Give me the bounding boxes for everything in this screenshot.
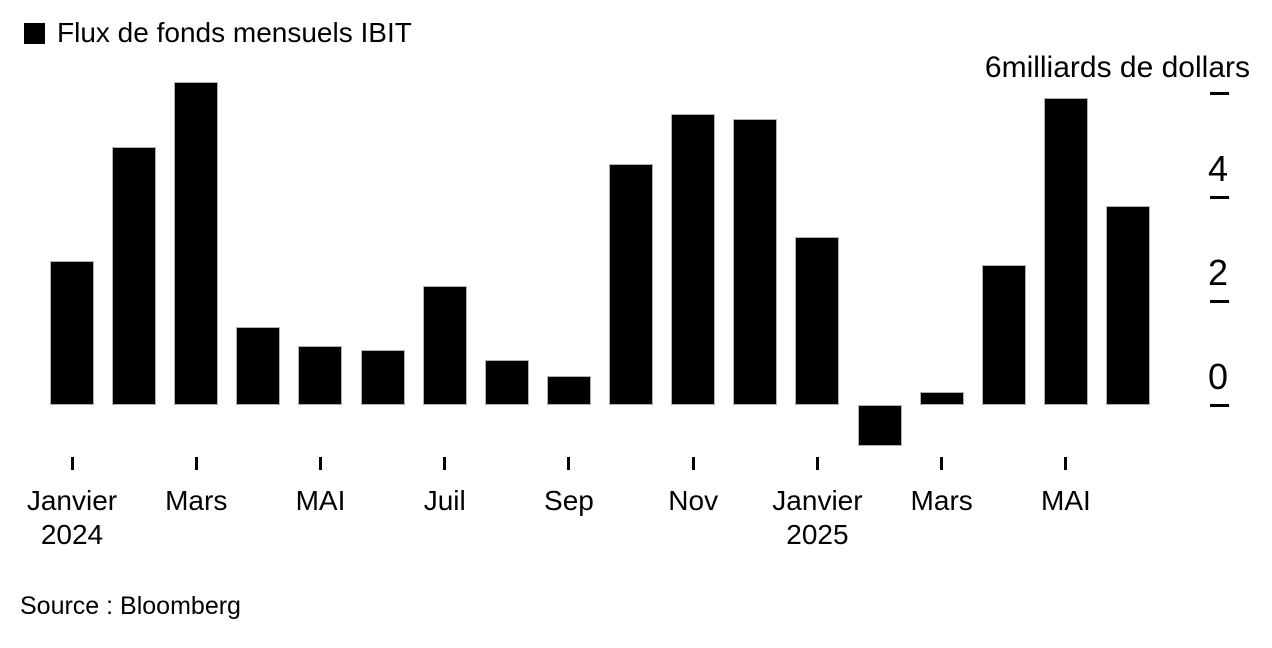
y-tick-label-4: 4 xyxy=(1207,148,1228,189)
source-note: Source : Bloomberg xyxy=(20,592,241,620)
x-tick-dash-mai xyxy=(318,457,322,470)
x-tick-label-mars: Mars xyxy=(910,485,973,516)
bar-avril-2025 xyxy=(981,265,1026,405)
x-tick-label-janvier-2025: Janvier 2025 xyxy=(772,485,863,550)
x-tick-dash-sep xyxy=(567,457,571,470)
x-tick-label-janvier-2024: Janvier 2024 xyxy=(26,485,118,550)
y-tick-dash-2 xyxy=(1210,300,1229,303)
bar-juin-2025 xyxy=(1106,205,1151,405)
y-axis-unit-label: 6milliards de dollars xyxy=(984,51,1250,84)
bar-février-2024 xyxy=(112,147,157,405)
chart-legend: Flux de fonds mensuels IBIT xyxy=(24,19,412,47)
bar-octobre-2024 xyxy=(609,164,654,405)
x-tick-label-mai: MAI xyxy=(295,485,346,516)
y-tick-label-0: 0 xyxy=(1207,356,1228,397)
bar-janvier-2025 xyxy=(795,237,840,405)
bar-août-2024 xyxy=(484,359,529,405)
x-tick-label-mars: Mars xyxy=(165,485,228,516)
bar-janvier-2024 xyxy=(50,260,94,405)
bar-avril-2024 xyxy=(236,327,281,405)
bar-mai-2025 xyxy=(1043,98,1088,405)
bar-mai-2024 xyxy=(298,346,343,405)
bar-mars-2024 xyxy=(174,82,219,405)
x-tick-label-sep: Sep xyxy=(544,485,594,516)
x-tick-label-juil: Juil xyxy=(423,485,466,516)
bar-juin-2024 xyxy=(360,350,405,405)
x-tick-dash-mai xyxy=(1064,457,1068,470)
x-tick-dash-juil xyxy=(443,457,447,470)
bar-février-2025 xyxy=(857,405,902,447)
x-tick-dash-janvier-2025 xyxy=(815,457,819,470)
bar-décembre-2024 xyxy=(733,119,778,405)
y-tick-dash-6 xyxy=(1210,92,1229,95)
y-tick-dash-4 xyxy=(1210,196,1229,199)
bar-mars-2025 xyxy=(919,392,964,405)
y-tick-dash-0 xyxy=(1210,404,1229,407)
x-tick-dash-janvier-2024 xyxy=(70,457,74,470)
bar-septembre-2024 xyxy=(546,375,591,405)
x-tick-dash-mars xyxy=(194,457,198,470)
y-tick-label-2: 2 xyxy=(1207,252,1228,293)
bar-juillet-2024 xyxy=(422,285,467,405)
legend-swatch-icon xyxy=(24,22,45,44)
x-tick-dash-mars xyxy=(940,457,944,470)
x-tick-label-nov: Nov xyxy=(668,485,719,516)
legend-label: Flux de fonds mensuels IBIT xyxy=(57,17,412,48)
bar-novembre-2024 xyxy=(671,113,716,405)
x-tick-label-mai: MAI xyxy=(1041,485,1091,516)
x-tick-dash-nov xyxy=(691,457,695,470)
